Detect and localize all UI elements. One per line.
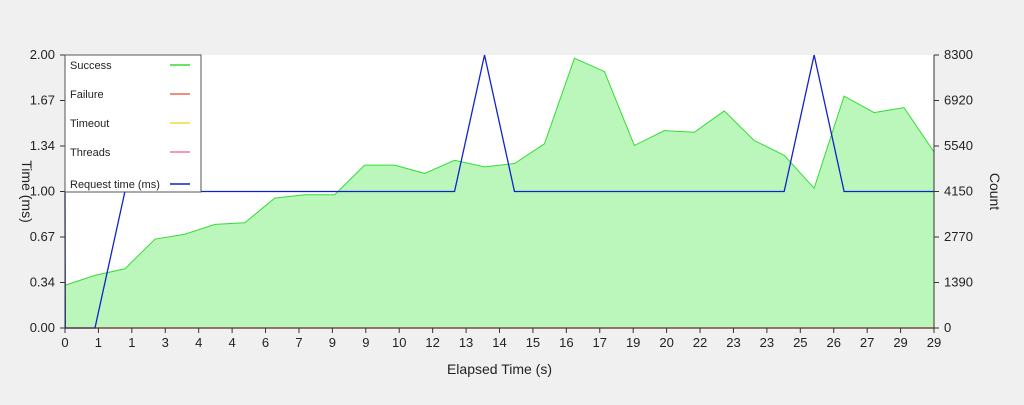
y-right-tick-label: 4150 [944,184,973,199]
y-right-tick-label: 5540 [944,138,973,153]
x-tick-label: 6 [262,335,269,350]
y-right-axis-title: Count [987,173,1003,210]
x-tick-label: 26 [826,335,840,350]
x-tick-label: 17 [593,335,607,350]
x-tick-label: 4 [195,335,202,350]
series-area-success [65,58,934,329]
x-tick-label: 10 [392,335,406,350]
y-left-tick-label: 1.34 [30,138,55,153]
legend-label: Failure [70,89,104,101]
y-right-tick-label: 6920 [944,93,973,108]
y-left-axis-title: Time (ms) [19,160,35,222]
x-tick-label: 16 [559,335,573,350]
y-left-tick-label: 1.00 [30,184,55,199]
y-left-tick-label: 0.00 [30,320,55,335]
x-tick-label: 29 [927,335,941,350]
x-tick-label: 22 [693,335,707,350]
x-tick-label: 20 [659,335,673,350]
y-left-tick-label: 0.34 [30,275,55,290]
x-tick-label: 1 [128,335,135,350]
x-tick-label: 25 [793,335,807,350]
y-right-tick-label: 2770 [944,229,973,244]
x-tick-label: 3 [162,335,169,350]
x-tick-label: 9 [362,335,369,350]
y-left-tick-label: 2.00 [30,47,55,62]
y-left-tick-label: 1.67 [30,93,55,108]
x-tick-label: 13 [459,335,473,350]
x-tick-label: 15 [526,335,540,350]
y-left-tick-label: 0.67 [30,229,55,244]
y-right-tick-label: 1390 [944,275,973,290]
x-tick-label: 0 [61,335,68,350]
x-tick-label: 29 [893,335,907,350]
x-tick-label: 14 [492,335,506,350]
x-tick-label: 1 [95,335,102,350]
x-tick-label: 7 [295,335,302,350]
x-tick-label: 23 [726,335,740,350]
x-tick-label: 27 [860,335,874,350]
series-line-success [64,57,935,286]
x-tick-label: 19 [626,335,640,350]
legend-label: Threads [70,147,111,159]
x-tick-label: 12 [425,335,439,350]
x-tick-label: 23 [760,335,774,350]
x-tick-label: 9 [329,335,336,350]
legend-label: Request time (ms) [70,179,160,191]
legend-label: Timeout [70,118,109,130]
legend-label: Success [70,60,112,72]
y-right-tick-label: 0 [944,320,951,335]
y-right-tick-label: 8300 [944,47,973,62]
x-tick-label: 4 [228,335,235,350]
x-axis-title: Elapsed Time (s) [447,361,552,377]
